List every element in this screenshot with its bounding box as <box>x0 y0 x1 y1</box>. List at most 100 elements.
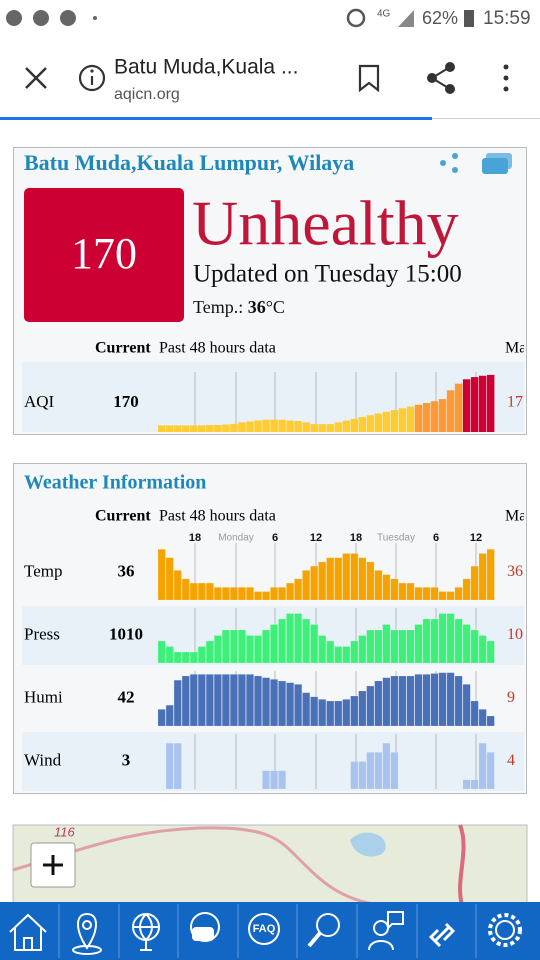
history-bar <box>254 675 262 727</box>
nav-home[interactable] <box>9 913 47 951</box>
history-bar <box>374 413 383 432</box>
history-bar <box>238 422 246 432</box>
weather-title: Weather Information <box>24 472 206 494</box>
history-bar <box>318 561 327 601</box>
history-bar <box>302 570 311 601</box>
history-bar <box>398 675 407 727</box>
history-bar <box>278 770 287 790</box>
history-bar <box>422 674 431 727</box>
history-bar <box>197 582 206 601</box>
menu-button[interactable] <box>503 64 509 92</box>
road-label: 116 <box>54 824 75 839</box>
history-bar <box>422 403 431 432</box>
history-bar <box>205 582 214 601</box>
aqi-card: Batu Muda,Kuala Lumpur, Wilaya 170 Unhea… <box>13 147 527 435</box>
history-bar <box>286 420 294 432</box>
nav-search[interactable] <box>307 913 340 948</box>
history-bar <box>310 424 318 432</box>
history-bar <box>342 699 351 727</box>
history-bar <box>165 742 174 790</box>
history-bar <box>350 418 358 432</box>
current-value: 36 <box>118 561 135 580</box>
row-label: AQI <box>24 392 55 411</box>
clock: 15:59 <box>483 8 531 29</box>
share-button[interactable] <box>427 62 455 94</box>
nav-globe[interactable] <box>132 913 160 951</box>
history-bar <box>478 635 487 664</box>
history-bar <box>414 674 423 727</box>
history-bar <box>205 640 214 664</box>
history-bar <box>237 587 246 601</box>
history-bar <box>486 374 495 432</box>
history-bar <box>326 700 335 727</box>
history-bar <box>414 404 423 432</box>
aqi-status: Unhealthy <box>192 188 459 259</box>
time-label: Monday <box>218 533 254 544</box>
history-bar <box>430 401 439 432</box>
history-bar <box>189 674 198 727</box>
nav-contact[interactable] <box>368 911 404 951</box>
history-bar <box>262 770 270 790</box>
nav-settings[interactable] <box>488 913 522 947</box>
close-button[interactable] <box>25 67 47 89</box>
history-bar <box>366 415 375 432</box>
history-bar <box>270 587 279 601</box>
nav-location[interactable] <box>72 912 102 955</box>
history-bar <box>206 424 214 432</box>
max-value: 36 <box>507 563 523 580</box>
history-bar <box>462 779 471 790</box>
history-bar <box>358 417 367 432</box>
history-bar <box>390 752 399 790</box>
max-value: 101 <box>507 626 531 643</box>
current-value: 3 <box>122 750 131 769</box>
history-bar <box>286 682 295 727</box>
column-current: Current <box>95 340 151 357</box>
nav-faq[interactable] <box>248 913 280 945</box>
history-bar <box>165 557 174 601</box>
current-value: 170 <box>113 392 139 411</box>
time-label: Tuesday <box>377 533 415 544</box>
history-bar <box>382 742 391 790</box>
history-bar <box>254 591 262 601</box>
history-bar <box>342 646 351 664</box>
history-bar <box>318 635 327 664</box>
history-bar <box>342 553 351 601</box>
history-bar <box>222 424 230 432</box>
page-title: Batu Muda,Kuala ... <box>114 56 298 79</box>
history-bar <box>350 553 359 601</box>
history-bar <box>278 419 286 432</box>
history-bar <box>422 587 431 601</box>
history-bar <box>470 629 479 664</box>
bookmark-button[interactable] <box>358 64 380 93</box>
history-bar <box>358 557 367 601</box>
history-bar <box>262 419 270 432</box>
weather-card: Weather Information Current Past 48 hours… <box>13 463 531 794</box>
network: 4G <box>377 9 391 20</box>
history-bar <box>286 582 295 601</box>
history-bar <box>310 565 319 601</box>
history-bar <box>197 646 206 664</box>
history-bar <box>302 618 311 664</box>
history-bar <box>246 635 254 664</box>
history-bar <box>165 704 174 727</box>
history-bar <box>382 411 391 432</box>
history-bar <box>294 421 302 432</box>
history-bar <box>470 700 479 727</box>
history-bar <box>438 672 447 727</box>
history-bar <box>430 587 439 601</box>
time-label: 12 <box>310 532 322 544</box>
history-bar <box>262 677 270 727</box>
nav-link[interactable] <box>428 922 456 948</box>
history-bar <box>470 779 479 790</box>
history-bar <box>326 424 334 432</box>
history-bar <box>390 578 399 601</box>
history-bar <box>438 613 447 664</box>
history-bar <box>350 761 359 790</box>
history-bar <box>318 699 327 727</box>
history-bar <box>246 587 254 601</box>
history-bar <box>221 629 230 664</box>
column-history: Past 48 hours data <box>159 340 276 357</box>
row-label: Humi <box>24 687 63 706</box>
history-bar <box>478 375 487 432</box>
nav-mask[interactable] <box>190 912 220 942</box>
